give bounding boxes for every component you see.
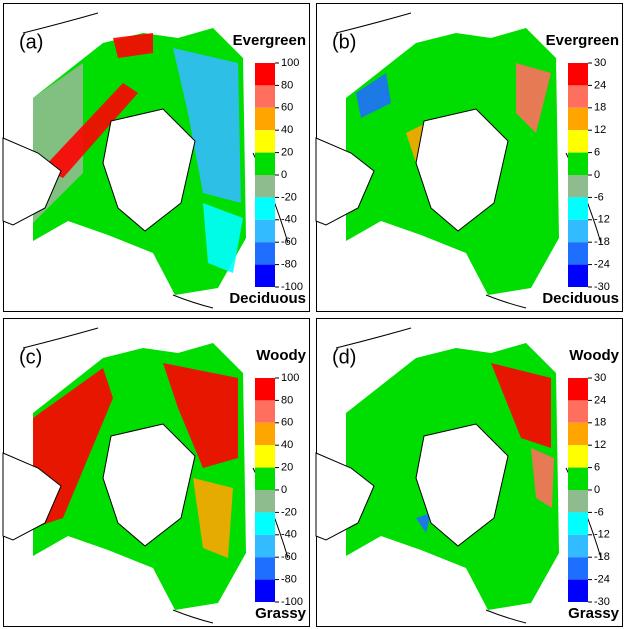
colorbar-tick-label: 6	[594, 462, 600, 474]
colorbar-bin	[568, 445, 588, 467]
colorbar-tick-label: -20	[281, 191, 297, 203]
colorbar-tick-label: 100	[281, 372, 299, 384]
colorbar-bin	[568, 63, 588, 85]
colorbar-tick-label: -100	[281, 281, 303, 293]
colorbar-tick-label: 24	[594, 394, 606, 406]
colorbar-tick-label: 6	[594, 147, 600, 159]
colorbar-bin	[255, 85, 275, 107]
colorbar-tick-label: -40	[281, 529, 297, 541]
colorbar-tick-label: 40	[281, 124, 293, 136]
colorbar-tick-label: 100	[281, 57, 299, 69]
colorbar-bin	[255, 175, 275, 197]
colorbar-tick-label: 20	[281, 147, 293, 159]
colorbar-bin	[568, 220, 588, 242]
colorbar-tick-label: 0	[594, 484, 600, 496]
colorbar-tick-label: 80	[281, 394, 293, 406]
colorbar-bin	[255, 220, 275, 242]
colorbar-tick-label: -24	[594, 574, 610, 586]
colorbar-bin	[568, 468, 588, 490]
colorbar-tick-label: -30	[594, 281, 610, 293]
colorbar-bin	[255, 580, 275, 602]
colorbar-bin	[255, 108, 275, 130]
colorbar-tick-label: 30	[594, 372, 606, 384]
colorbar-bin	[568, 153, 588, 175]
colorbar-tick-label: 0	[281, 484, 287, 496]
top-label: Evergreen	[233, 32, 306, 49]
colorbar-tick-label: -12	[594, 529, 610, 541]
colorbar-bin	[568, 108, 588, 130]
colorbar-tick-label: 12	[594, 439, 606, 451]
colorbar-bin	[568, 130, 588, 152]
colorbar-bin	[255, 130, 275, 152]
colorbar-bin	[568, 423, 588, 445]
colorbar-bin	[255, 512, 275, 534]
colorbar-bin	[255, 153, 275, 175]
panel: (a)EvergreenDeciduous100806040200-20-40-…	[3, 4, 310, 312]
top-label: Woody	[569, 347, 619, 364]
top-label: Evergreen	[546, 32, 619, 49]
colorbar-tick-label: 60	[281, 417, 293, 429]
colorbar-bin	[568, 557, 588, 579]
colorbar-bin	[255, 197, 275, 219]
colorbar-bin	[255, 400, 275, 422]
colorbar-bin	[568, 265, 588, 287]
colorbar-tick-label: -80	[281, 259, 297, 271]
colorbar-bin	[255, 63, 275, 85]
colorbar-tick-label: -18	[594, 236, 610, 248]
colorbar-tick-label: -100	[281, 596, 303, 608]
panel-label: (d)	[332, 346, 356, 368]
colorbar-tick-label: 12	[594, 124, 606, 136]
colorbar-tick-label: -40	[281, 214, 297, 226]
panel-label: (a)	[19, 31, 43, 53]
colorbar-bin	[255, 490, 275, 512]
colorbar-tick-label: 80	[281, 79, 293, 91]
colorbar-bin	[568, 197, 588, 219]
colorbar-tick-label: -24	[594, 259, 610, 271]
colorbar-tick-label: -6	[594, 506, 604, 518]
colorbar-bin	[568, 535, 588, 557]
panel-label: (c)	[19, 346, 42, 368]
figure: (a)EvergreenDeciduous100806040200-20-40-…	[0, 0, 625, 629]
colorbar-tick-label: -12	[594, 214, 610, 226]
colorbar-tick-label: 18	[594, 102, 606, 114]
colorbar-tick-label: 0	[594, 169, 600, 181]
colorbar-tick-label: 20	[281, 462, 293, 474]
top-label: Woody	[256, 347, 306, 364]
colorbar-bin	[568, 490, 588, 512]
colorbar-tick-label: -80	[281, 574, 297, 586]
colorbar-bin	[255, 557, 275, 579]
colorbar-tick-label: 40	[281, 439, 293, 451]
colorbar-tick-label: 60	[281, 102, 293, 114]
colorbar-tick-label: -20	[281, 506, 297, 518]
colorbar-bin	[255, 378, 275, 400]
colorbar-tick-label: -30	[594, 596, 610, 608]
colorbar-bin	[568, 85, 588, 107]
colorbar-bin	[568, 242, 588, 264]
colorbar-bin	[255, 535, 275, 557]
colorbar-tick-label: -60	[281, 236, 297, 248]
colorbar-bin	[568, 378, 588, 400]
colorbar-bin	[255, 423, 275, 445]
colorbar-tick-label: -18	[594, 551, 610, 563]
colorbar-bin	[255, 242, 275, 264]
colorbar-bin	[255, 445, 275, 467]
colorbar-bin	[568, 175, 588, 197]
colorbar-bin	[568, 400, 588, 422]
panel-label: (b)	[332, 31, 356, 53]
panel: (c)WoodyGrassy100806040200-20-40-60-80-1…	[3, 319, 310, 627]
colorbar-tick-label: -6	[594, 191, 604, 203]
colorbar-tick-label: 18	[594, 417, 606, 429]
colorbar-bin	[568, 580, 588, 602]
colorbar-tick-label: 30	[594, 57, 606, 69]
colorbar-tick-label: 0	[281, 169, 287, 181]
colorbar-tick-label: -60	[281, 551, 297, 563]
colorbar-bin	[568, 512, 588, 534]
panel: (b)EvergreenDeciduous3024181260-6-12-18-…	[316, 4, 623, 312]
colorbar-bin	[255, 468, 275, 490]
colorbar-tick-label: 24	[594, 79, 606, 91]
colorbar-bin	[255, 265, 275, 287]
